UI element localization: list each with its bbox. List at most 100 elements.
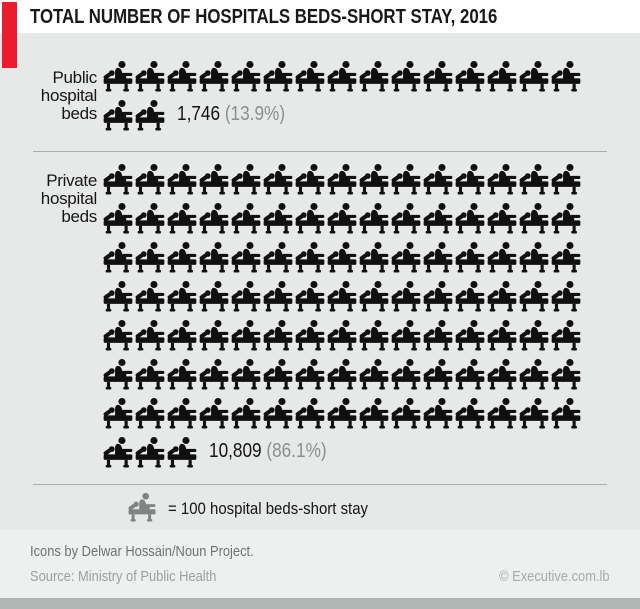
hospital-bed-icon (295, 280, 325, 312)
hospital-bed-icon (199, 60, 229, 92)
hospital-bed-icon (263, 241, 293, 273)
hospital-bed-icon (423, 280, 453, 312)
icon-row: 1,746 (13.9%) (103, 98, 583, 131)
hospital-bed-icon (519, 60, 549, 92)
hospital-bed-icon (455, 163, 485, 195)
hospital-bed-icon (103, 202, 133, 234)
hospital-bed-icon (295, 241, 325, 273)
legend-icon-slot (128, 492, 158, 527)
hospital-bed-icon (135, 241, 165, 273)
hospital-bed-icon (135, 163, 165, 195)
hospital-bed-icon (391, 280, 421, 312)
hospital-bed-icon (231, 202, 261, 234)
hospital-bed-icon (199, 358, 229, 390)
hospital-bed-icon (231, 397, 261, 429)
hospital-bed-icon (519, 319, 549, 351)
icon-row (103, 240, 583, 273)
icon-row (103, 357, 583, 390)
hospital-bed-icon (327, 319, 357, 351)
hospital-bed-icon (487, 319, 517, 351)
hospital-bed-icon (423, 358, 453, 390)
hospital-bed-icon (263, 358, 293, 390)
hospital-bed-icon (391, 358, 421, 390)
hospital-bed-icon (103, 241, 133, 273)
hospital-bed-icon (167, 319, 197, 351)
data-source: Source: Ministry of Public Health (30, 568, 217, 585)
hospital-bed-icon (167, 202, 197, 234)
hospital-bed-icon (391, 397, 421, 429)
hospital-bed-icon (231, 319, 261, 351)
hospital-bed-icon (295, 202, 325, 234)
hospital-bed-icon (135, 60, 165, 92)
icon-row (103, 162, 583, 195)
series-public: Public hospital beds (0, 59, 640, 137)
hospital-bed-icon (103, 397, 133, 429)
hospital-bed-icon (167, 436, 197, 468)
hospital-bed-icon (167, 358, 197, 390)
hospital-bed-icon (423, 202, 453, 234)
hospital-bed-icon (263, 60, 293, 92)
hospital-bed-icon (135, 280, 165, 312)
hospital-bed-icon (455, 202, 485, 234)
hospital-bed-icon (327, 202, 357, 234)
hospital-bed-icon (455, 358, 485, 390)
hospital-bed-icon (519, 397, 549, 429)
hospital-bed-icon (199, 280, 229, 312)
icon-credit: Icons by Delwar Hossain/Noun Project. (30, 543, 254, 560)
hospital-bed-icon (487, 60, 517, 92)
hospital-bed-icon (519, 163, 549, 195)
hospital-bed-icon (135, 99, 165, 131)
hospital-bed-icon (199, 397, 229, 429)
hospital-bed-icon (263, 163, 293, 195)
page-title: TOTAL NUMBER OF HOSPITALS BEDS-SHORT STA… (30, 6, 498, 28)
hospital-bed-icon (231, 280, 261, 312)
series-private: Private hospital beds (0, 162, 640, 474)
series-value: 1,746 (13.9%) (177, 103, 286, 125)
hospital-bed-icon (263, 280, 293, 312)
footer: Icons by Delwar Hossain/Noun Project. So… (0, 530, 640, 598)
hospital-bed-icon (103, 99, 133, 131)
hospital-bed-icon (551, 163, 581, 195)
hospital-bed-icon (519, 202, 549, 234)
hospital-bed-icon (135, 358, 165, 390)
hospital-bed-icon (519, 241, 549, 273)
icon-grid: 1,746 (13.9%) (103, 59, 583, 137)
hospital-bed-icon (103, 60, 133, 92)
hospital-bed-icon (128, 492, 156, 522)
hospital-bed-icon (391, 60, 421, 92)
section-divider (33, 151, 607, 152)
hospital-bed-icon (263, 202, 293, 234)
hospital-bed-icon (487, 202, 517, 234)
hospital-bed-icon (327, 358, 357, 390)
hospital-bed-icon (423, 397, 453, 429)
hospital-bed-icon (167, 241, 197, 273)
hospital-bed-icon (551, 202, 581, 234)
hospital-bed-icon (391, 202, 421, 234)
hospital-bed-icon (199, 202, 229, 234)
source-row: Source: Ministry of Public Health © Exec… (30, 568, 610, 585)
hospital-bed-icon (519, 280, 549, 312)
hospital-bed-icon (103, 280, 133, 312)
hospital-bed-icon (359, 397, 389, 429)
hospital-bed-icon (551, 319, 581, 351)
hospital-bed-icon (199, 163, 229, 195)
pictogram-chart: Public hospital beds (0, 59, 640, 474)
hospital-bed-icon (231, 241, 261, 273)
header: TOTAL NUMBER OF HOSPITALS BEDS-SHORT STA… (0, 0, 640, 33)
hospital-bed-icon (135, 319, 165, 351)
hospital-bed-icon (103, 319, 133, 351)
hospital-bed-icon (295, 397, 325, 429)
hospital-bed-icon (455, 280, 485, 312)
hospital-bed-icon (295, 60, 325, 92)
hospital-bed-icon (103, 436, 133, 468)
hospital-bed-icon (327, 60, 357, 92)
hospital-bed-icon (263, 319, 293, 351)
hospital-bed-icon (551, 280, 581, 312)
hospital-bed-icon (135, 202, 165, 234)
hospital-bed-icon (135, 436, 165, 468)
hospital-bed-icon (231, 358, 261, 390)
hospital-bed-icon (263, 397, 293, 429)
hospital-bed-icon (103, 358, 133, 390)
hospital-bed-icon (359, 202, 389, 234)
